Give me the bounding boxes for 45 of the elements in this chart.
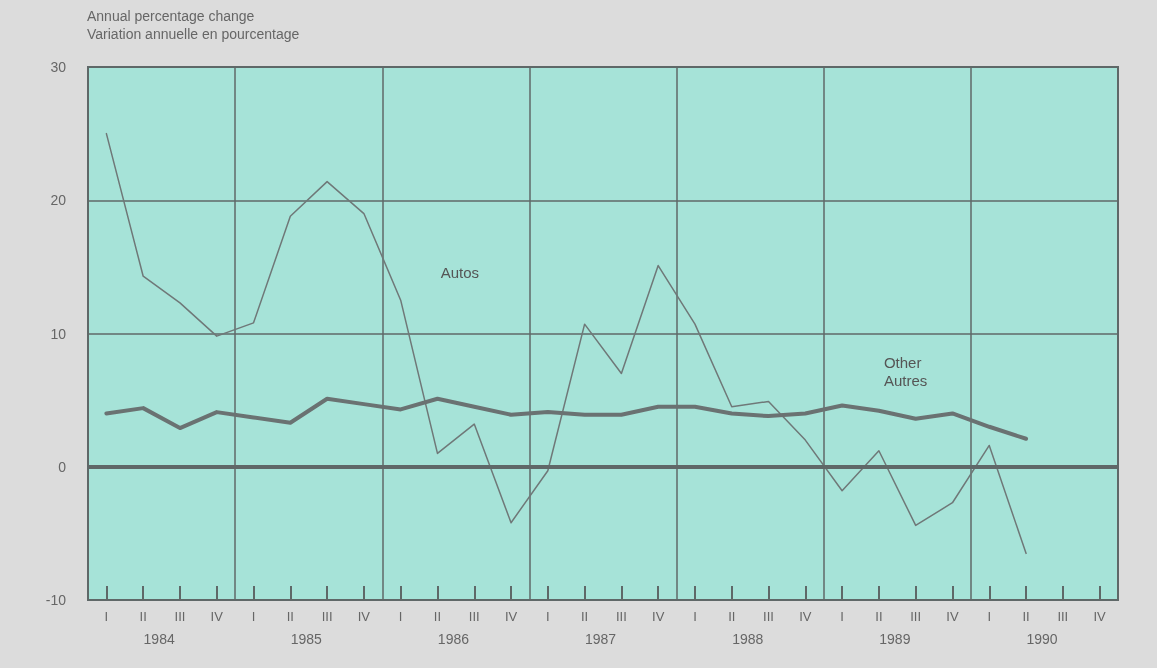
x-tick-label: IV [652,609,665,624]
y-tick-label: 10 [50,325,67,342]
text: 1989 [879,631,911,647]
x-tick-label: I [840,609,844,624]
x-tick-label: IV [210,609,224,624]
x-tick-label: III [174,609,186,624]
y-tick-label: -10 [45,592,67,608]
x-tick-label: III [615,609,627,624]
x-tick-label: II [139,609,147,624]
y-tick-label: 30 [50,59,67,75]
x-tick-label: I [104,609,109,624]
x-tick-label: IV [1093,609,1107,624]
y-tick-label: 20 [50,192,67,209]
text: Autos [440,263,480,281]
x-tick-label: II [286,609,294,624]
x-tick-label: IV [504,609,518,624]
x-tick-label: III [468,609,480,624]
x-tick-label: I [251,609,256,624]
x-tick-label: I [693,609,697,624]
x-tick-label: III [910,609,922,624]
x-tick-label: I [546,609,550,624]
text: 1988 [732,631,764,647]
text: 1984 [143,631,175,647]
x-tick-label: II [580,609,589,624]
text: 1987 [585,631,617,647]
x-tick-label: II [875,609,883,624]
y-tick-label: 0 [58,458,67,475]
text: 1990 [1026,631,1058,647]
chart-subtitle: Variation annuelle en pourcentage [87,26,300,42]
x-tick-label: III [763,609,774,624]
text: 1986 [437,631,470,647]
x-tick-label: II [433,609,442,624]
x-tick-label: II [1022,609,1030,624]
line-series [105,132,1027,555]
x-tick-label: III [321,609,333,624]
series-label: Other Autres [883,354,928,390]
x-tick-label: IV [357,609,371,624]
x-tick-label: II [728,609,736,624]
x-tick-label: I [398,609,403,624]
x-tick-label: IV [799,609,812,624]
x-tick-label: III [1057,609,1069,624]
text: 1985 [290,631,323,647]
x-tick-label: IV [946,609,959,624]
chart-title: Annual percentage change [87,8,255,24]
x-tick-label: I [987,609,992,624]
